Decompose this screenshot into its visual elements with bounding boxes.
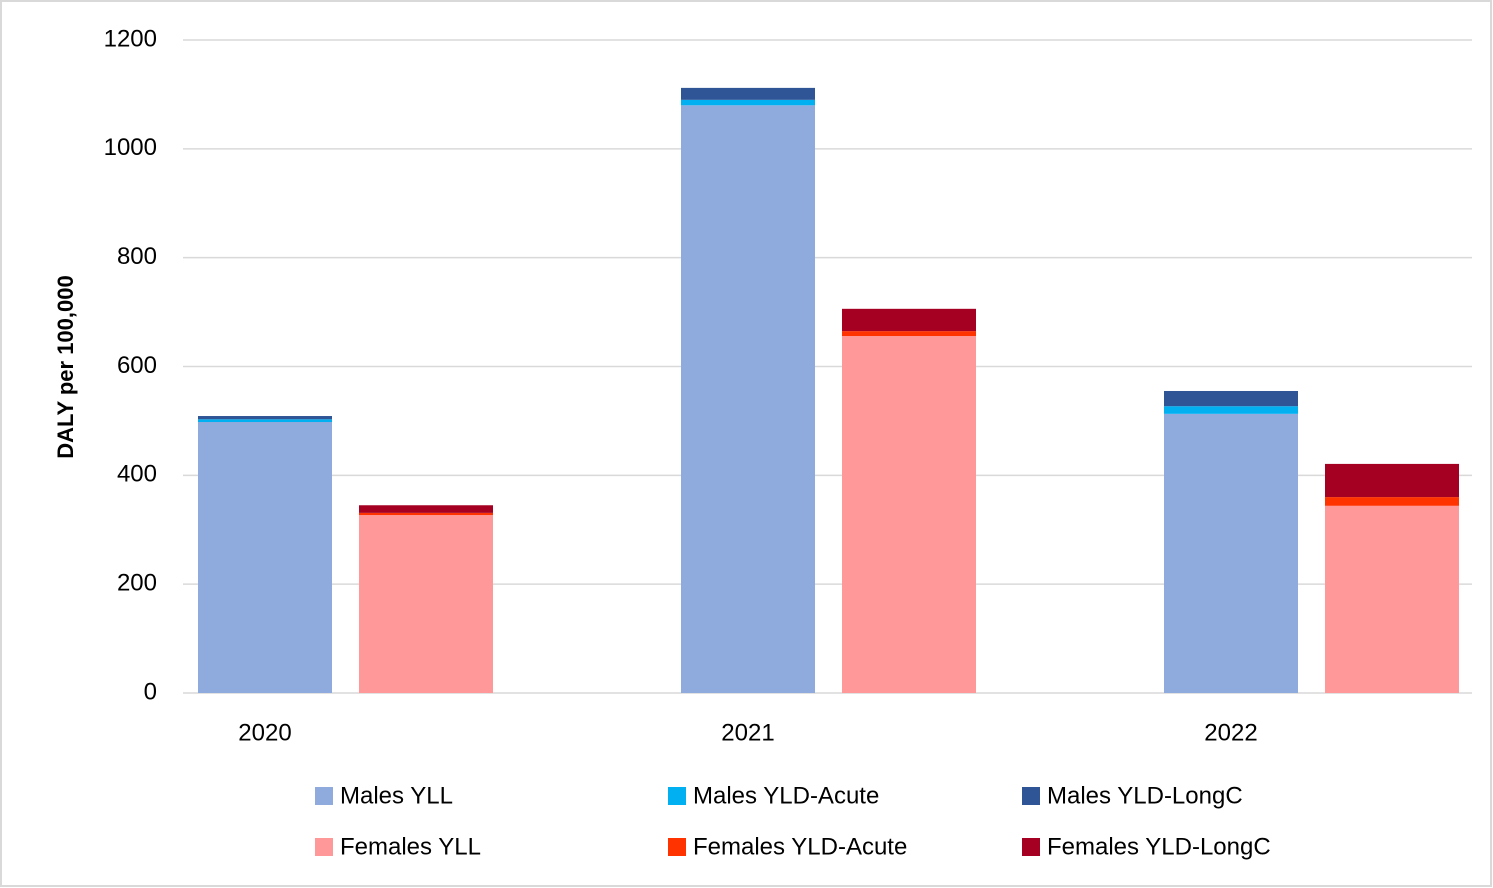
legend-label: Females YLD-LongC <box>1047 833 1271 860</box>
x-tick-label: 2021 <box>721 719 774 746</box>
bar-segment <box>359 512 493 516</box>
bar-segment <box>1164 406 1298 414</box>
legend-label: Males YLD-Acute <box>693 782 879 809</box>
legend-swatch <box>315 787 333 805</box>
legend-label: Males YLD-LongC <box>1047 782 1243 809</box>
y-axis-title: DALY per 100,000 <box>53 275 78 458</box>
y-tick-label: 1200 <box>104 25 157 52</box>
legend-swatch <box>668 838 686 856</box>
bar-segment <box>1164 413 1298 693</box>
y-tick-label: 1000 <box>104 134 157 161</box>
bar-segment <box>842 336 976 693</box>
legend-swatch <box>1022 787 1040 805</box>
bar-segment <box>681 105 815 694</box>
legend-swatch <box>315 838 333 856</box>
y-tick-label: 0 <box>144 678 157 705</box>
bar-segment <box>359 515 493 693</box>
legend-label: Females YLD-Acute <box>693 833 907 860</box>
y-tick-label: 800 <box>117 243 157 270</box>
legend-label: Females YLL <box>340 833 481 860</box>
bar-segment <box>198 416 332 420</box>
bar-segment <box>842 308 976 332</box>
y-tick-label: 200 <box>117 570 157 597</box>
legend-label: Males YLL <box>340 782 453 809</box>
y-tick-label: 600 <box>117 352 157 379</box>
bar-segment <box>1325 497 1459 506</box>
bar-segment <box>1164 390 1298 407</box>
legend-swatch <box>1022 838 1040 856</box>
bar-segment <box>1325 505 1459 693</box>
bar-segment <box>1325 463 1459 498</box>
bar-segment <box>842 331 976 337</box>
bar-segment <box>198 419 332 423</box>
bar-segment <box>681 87 815 100</box>
bar-segment <box>359 505 493 513</box>
y-tick-label: 400 <box>117 461 157 488</box>
x-tick-label: 2020 <box>238 719 291 746</box>
bar-segment <box>681 99 815 106</box>
x-tick-label: 2022 <box>1204 719 1257 746</box>
bar-segment <box>198 422 332 693</box>
legend-swatch <box>668 787 686 805</box>
